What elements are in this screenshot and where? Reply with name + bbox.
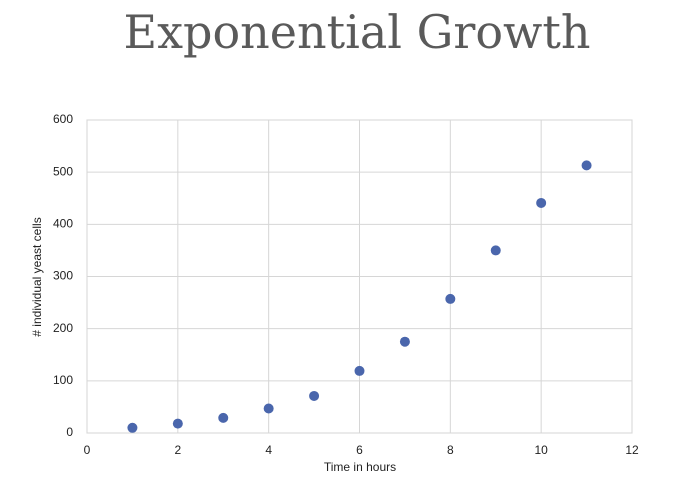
y-tick-label: 400	[53, 217, 73, 231]
point	[536, 197, 547, 208]
point	[490, 245, 501, 256]
point	[218, 412, 229, 423]
x-tick-label: 4	[265, 443, 272, 457]
point	[445, 293, 456, 304]
point	[399, 336, 410, 347]
x-tick-label: 2	[174, 443, 181, 457]
x-tick-label: 6	[356, 443, 363, 457]
y-tick-label: 500	[53, 164, 73, 178]
x-axis-label: Time in hours	[324, 460, 396, 474]
chart-title: Exponential Growth	[123, 5, 590, 59]
point	[309, 390, 320, 401]
y-tick-label: 600	[53, 112, 73, 126]
point	[354, 365, 365, 376]
y-tick-label: 200	[53, 321, 73, 335]
x-tick-label: 0	[84, 443, 91, 457]
x-tick-label: 8	[447, 443, 454, 457]
y-tick-label: 100	[53, 373, 73, 387]
point	[581, 160, 592, 171]
point	[127, 422, 138, 433]
y-axis-label: # individual yeast cells	[30, 217, 44, 336]
point	[172, 418, 183, 429]
y-tick-label: 300	[53, 269, 73, 283]
point	[263, 403, 274, 414]
y-tick-label: 0	[66, 425, 73, 439]
x-tick-label: 12	[625, 443, 639, 457]
x-tick-label: 10	[534, 443, 548, 457]
